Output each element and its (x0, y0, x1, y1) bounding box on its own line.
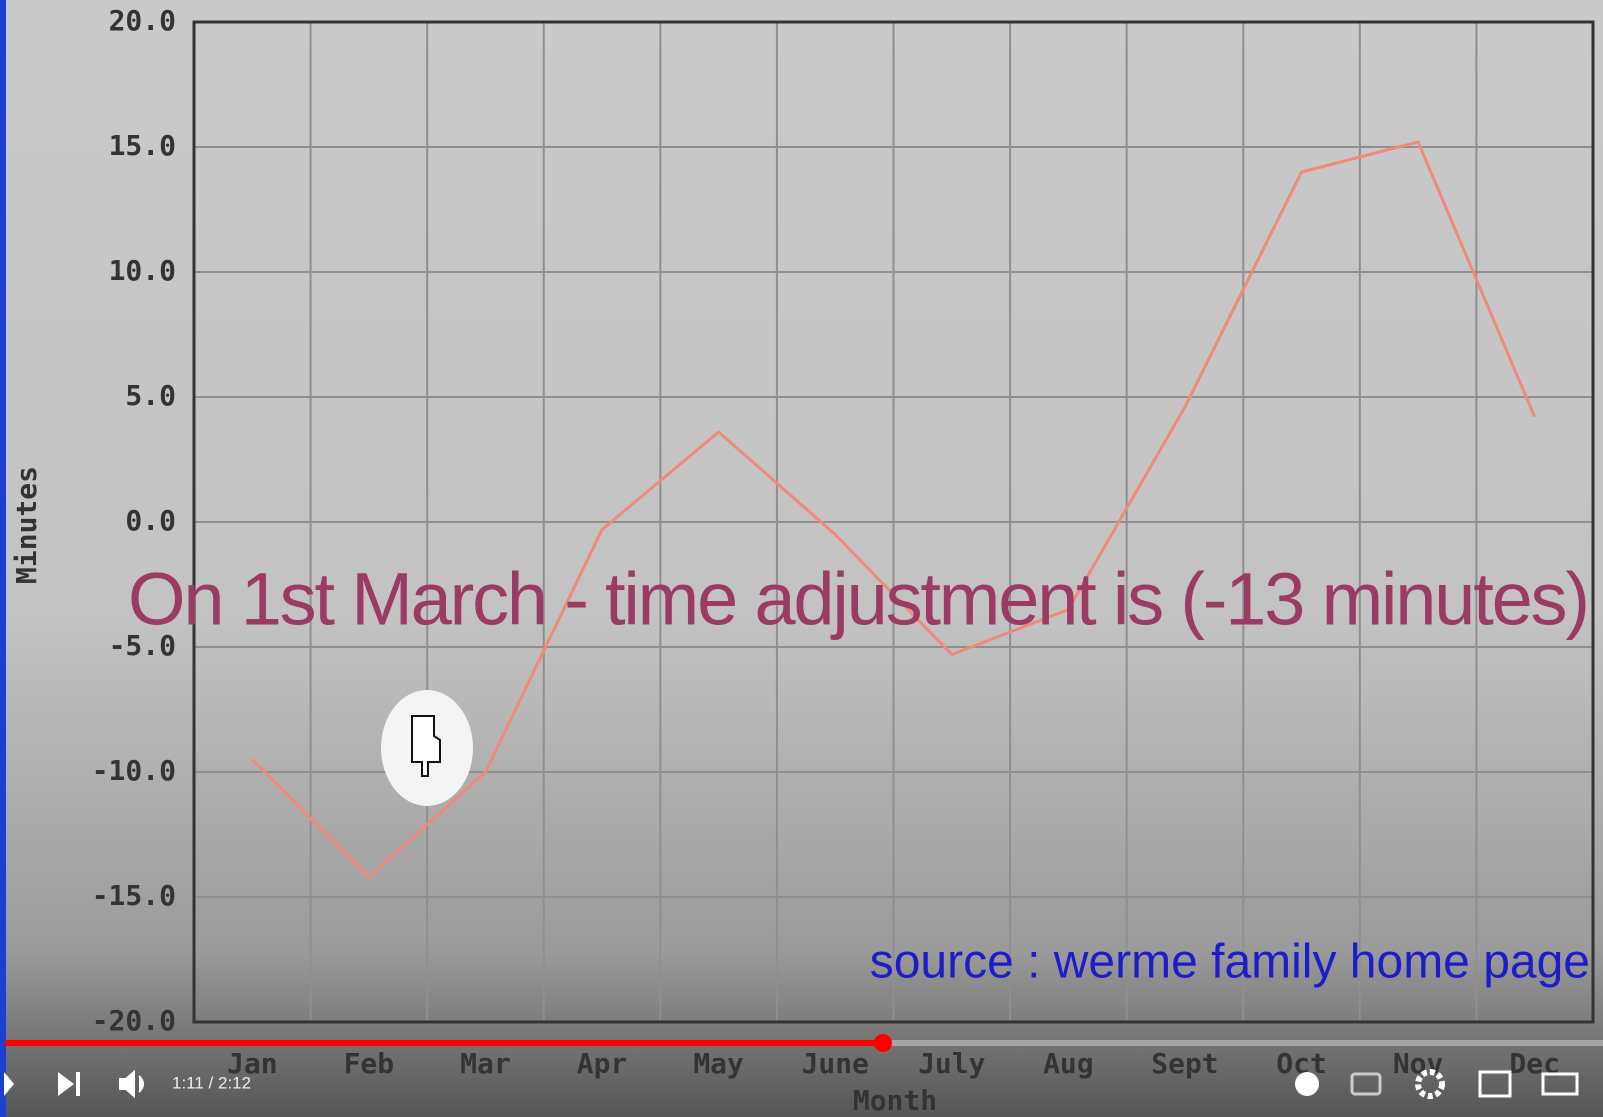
x-tick-label: June (801, 1047, 868, 1080)
autoplay-toggle[interactable] (1295, 1072, 1319, 1096)
page: 20.015.010.05.00.0-5.0-10.0-15.0-20.0Jan… (0, 0, 1603, 1117)
x-tick-label: Feb (344, 1047, 395, 1080)
x-tick-label: Mar (460, 1047, 511, 1080)
cursor (381, 690, 473, 806)
annotation: On 1st March - time adjustment is (-13 m… (128, 558, 1590, 641)
y-tick-label: -15.0 (92, 879, 176, 912)
x-tick-label: Aug (1043, 1047, 1094, 1080)
y-tick-label: 20.0 (109, 4, 176, 37)
source: source : werme family home page (870, 936, 1590, 989)
y-tick-label: -10.0 (92, 754, 176, 787)
progress-played[interactable] (5, 1040, 883, 1046)
y-tick-label: 5.0 (125, 379, 176, 412)
y-tick-label: 0.0 (125, 504, 176, 537)
y-axis-label: Minutes (10, 466, 43, 584)
y-tick-label: 15.0 (109, 129, 176, 162)
x-tick-label: Sept (1151, 1047, 1218, 1080)
progress-handle[interactable] (874, 1034, 892, 1052)
x-tick-label: July (918, 1047, 986, 1080)
edge (0, 0, 6, 1117)
x-tick-label: May (693, 1047, 744, 1080)
x-tick-label: Apr (577, 1047, 628, 1080)
y-tick-label: 10.0 (109, 254, 176, 287)
y-tick-label: -20.0 (92, 1004, 176, 1037)
video-frame: 20.015.010.05.00.0-5.0-10.0-15.0-20.0Jan… (0, 0, 1603, 1117)
x-tick-label: Nov (1393, 1047, 1444, 1080)
time-display: 1:11 / 2:12 (172, 1073, 251, 1092)
x-axis-label: Month (853, 1084, 937, 1117)
